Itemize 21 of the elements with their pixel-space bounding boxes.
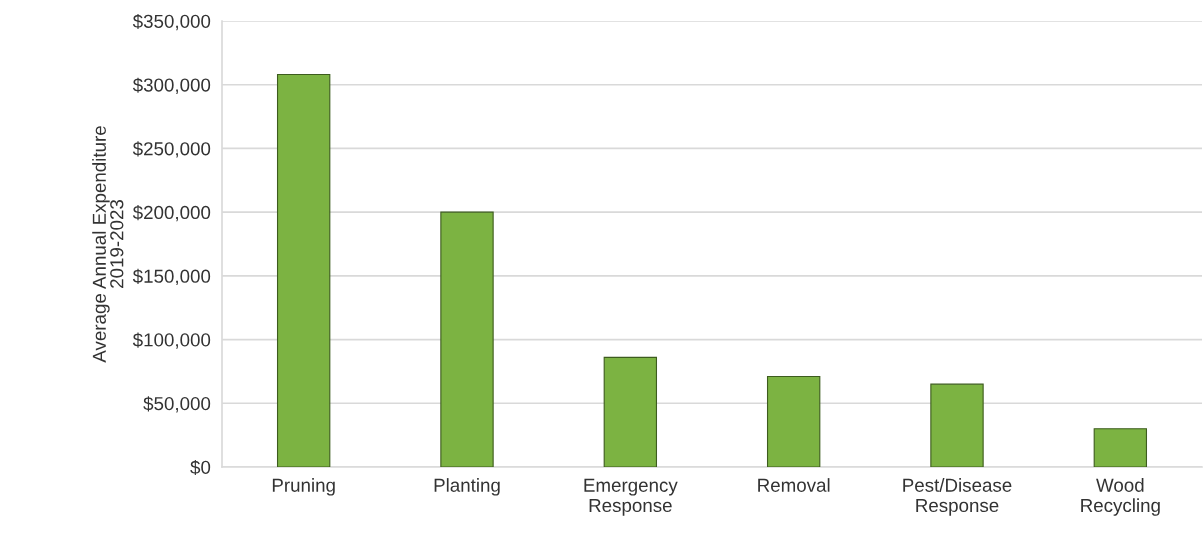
bar <box>603 356 658 467</box>
y-tick-label: $250,000 <box>132 141 211 158</box>
y-tick-label: $150,000 <box>132 268 211 286</box>
y-tick-label: $350,000 <box>132 13 211 31</box>
y-tick-label: $0 <box>190 459 211 476</box>
x-tick-label: Planting <box>434 478 500 496</box>
bar <box>930 383 984 467</box>
bar <box>766 375 821 467</box>
bar <box>1093 428 1148 467</box>
x-tick-label: Pruning <box>272 478 335 496</box>
x-tick-label: Emergency Response <box>584 478 678 516</box>
y-tick-label: $100,000 <box>132 332 211 349</box>
bar <box>276 73 331 467</box>
x-tick-label: Pest/Disease Response <box>903 478 1012 516</box>
x-tick-label: Removal <box>758 478 830 492</box>
y-tick-label: $300,000 <box>132 77 211 94</box>
x-tick-label: Wood Recycling <box>1081 478 1160 516</box>
y-axis-title: Average Annual Expenditure 2019-2023 <box>92 126 124 363</box>
y-tick-label: $50,000 <box>143 396 211 413</box>
y-tick-label: $200,000 <box>132 205 211 222</box>
bar <box>440 211 494 467</box>
